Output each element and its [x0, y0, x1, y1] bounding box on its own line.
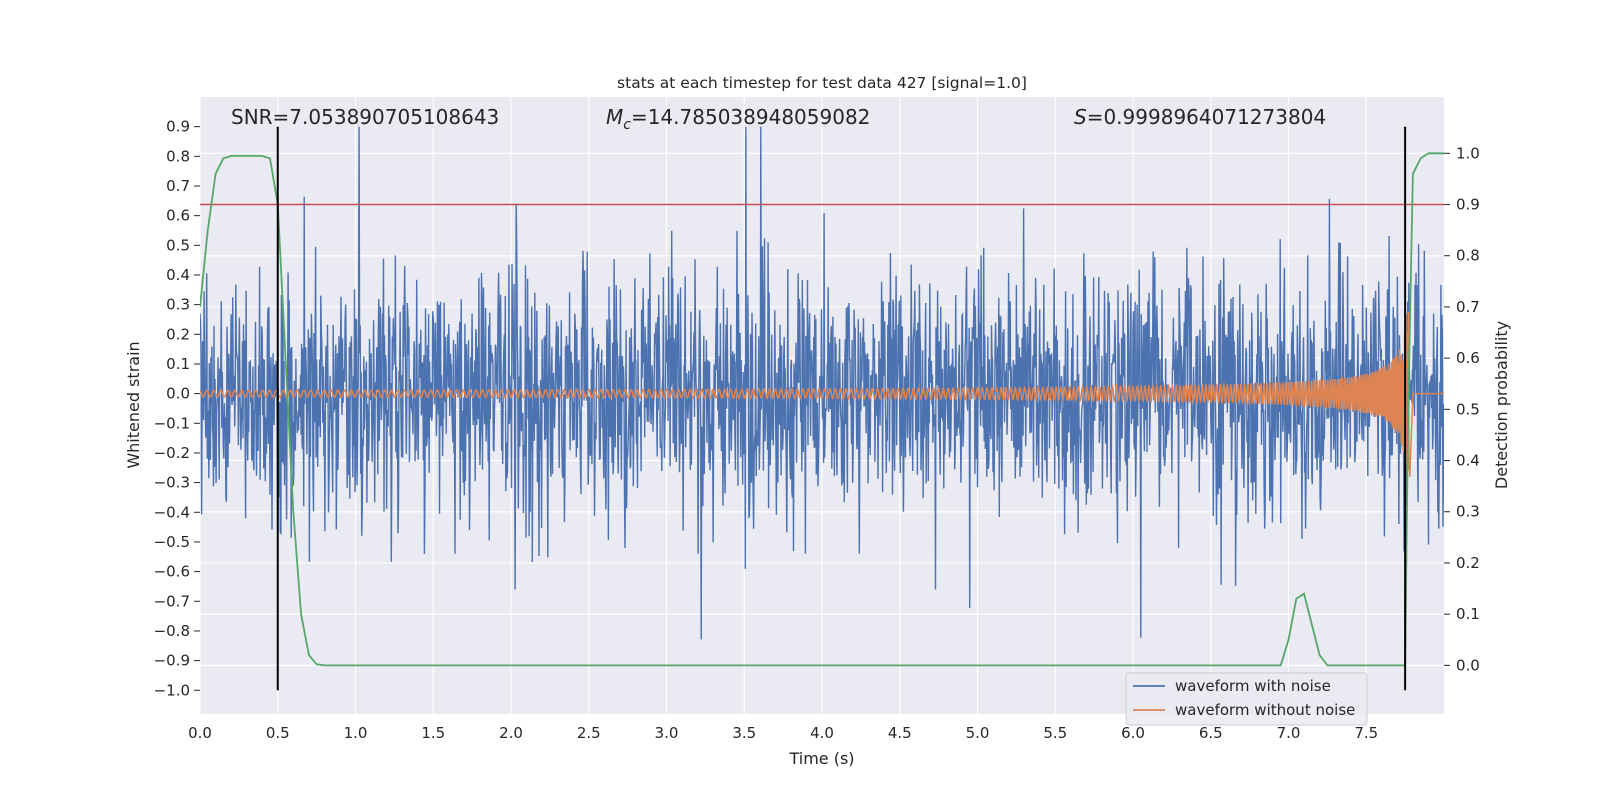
marker-lines: [276, 126, 1407, 691]
chirp-mass-annotation: Mc=14.785038948059082: [606, 105, 870, 133]
snr-annotation: SNR=7.053890705108643: [231, 105, 499, 129]
legend: waveform with noise waveform without noi…: [1125, 672, 1368, 726]
x-tick-label: 0.0: [188, 724, 212, 742]
x-tick-label: 3.5: [732, 724, 756, 742]
y-tick-label-left: −0.5: [154, 533, 190, 551]
y-tick-label-left: 0.0: [166, 385, 190, 403]
y-axis-right-label: Detection probability: [1492, 321, 1511, 489]
y-tick-label-right: 0.5: [1456, 400, 1480, 418]
x-tick-label: 5.5: [1043, 724, 1067, 742]
y-tick-label-right: 0.4: [1456, 452, 1480, 470]
chart-title: stats at each timestep for test data 427…: [617, 74, 1027, 92]
y-tick-label-right: 1.0: [1456, 144, 1480, 162]
x-tick-label: 7.0: [1277, 724, 1301, 742]
series-line-detection-probability: [200, 152, 1444, 667]
x-tick-label: 2.5: [577, 724, 601, 742]
y-tick-label-right: 0.3: [1456, 503, 1480, 521]
y-tick-label-left: 0.5: [166, 236, 190, 254]
y-tick-label-left: −0.8: [154, 622, 190, 640]
x-tick-label: 4.5: [888, 724, 912, 742]
y-tick-label-left: 0.2: [166, 325, 190, 343]
series-line-waveform-without-noise: [200, 311, 1444, 477]
y-tick-label-left: −0.2: [154, 444, 190, 462]
x-axis-ticks: 0.0 0.5 1.0 1.5 2.0 2.5 3.0 3.5 4.0 4.5 5.0 5.5 6.0 6…: [188, 724, 1378, 742]
x-tick-label: 0.5: [266, 724, 290, 742]
y-tick-label-left: −0.7: [154, 592, 190, 610]
y-tick-label-left: −0.1: [154, 414, 190, 432]
y-tick-label-left: −1.0: [154, 681, 190, 699]
legend-label-waveform-without-noise: waveform without noise: [1175, 701, 1355, 719]
y-tick-label-right: 0.0: [1456, 656, 1480, 674]
x-tick-label: 3.0: [655, 724, 679, 742]
y-tick-label-right: 0.7: [1456, 298, 1480, 316]
y-tick-label-left: 0.8: [166, 147, 190, 165]
y-tick-label-left: −0.6: [154, 563, 190, 581]
y-tick-label-right: 0.6: [1456, 349, 1480, 367]
x-tick-label: 1.5: [421, 724, 445, 742]
legend-label-waveform-with-noise: waveform with noise: [1175, 677, 1331, 695]
y-tick-label-right: 0.9: [1456, 196, 1480, 214]
series-line-waveform-with-noise: [200, 126, 1444, 640]
x-axis-label: Time (s): [788, 749, 854, 768]
y-tick-label-left: 0.9: [166, 118, 190, 136]
y-tick-label-right: 0.1: [1456, 605, 1480, 623]
y-tick-label-left: 0.3: [166, 296, 190, 314]
score-annotation: S=0.9998964071273804: [1074, 105, 1326, 129]
x-tick-label: 1.0: [344, 724, 368, 742]
y-tick-label-left: 0.1: [166, 355, 190, 373]
y-tick-label-left: −0.9: [154, 652, 190, 670]
x-tick-label: 5.0: [966, 724, 990, 742]
x-tick-label: 6.5: [1199, 724, 1223, 742]
x-tick-label: 6.0: [1121, 724, 1145, 742]
y-tick-label-left: 0.6: [166, 207, 190, 225]
x-tick-label: 2.0: [499, 724, 523, 742]
y-tick-label-right: 0.2: [1456, 554, 1480, 572]
y-tick-label-left: −0.3: [154, 474, 190, 492]
y-axis-left-ticks: 0.9 0.8 0.7 0.6 0.5 0.4 0.3 0.2 0.1 0.0 −0.1 −0.2 −0…: [154, 118, 200, 699]
x-tick-label: 7.5: [1354, 724, 1378, 742]
y-axis-left-label: Whitened strain: [124, 341, 143, 468]
y-tick-label-left: −0.4: [154, 503, 190, 521]
y-tick-label-left: 0.4: [166, 266, 190, 284]
x-tick-label: 4.0: [810, 724, 834, 742]
y-tick-label-left: 0.7: [166, 177, 190, 195]
y-axis-right-ticks: 1.0 0.9 0.8 0.7 0.6 0.5 0.4 0.3 0.2 0.1 0.0: [1444, 144, 1480, 674]
legend-box: [1125, 672, 1368, 726]
y-tick-label-right: 0.8: [1456, 247, 1480, 265]
